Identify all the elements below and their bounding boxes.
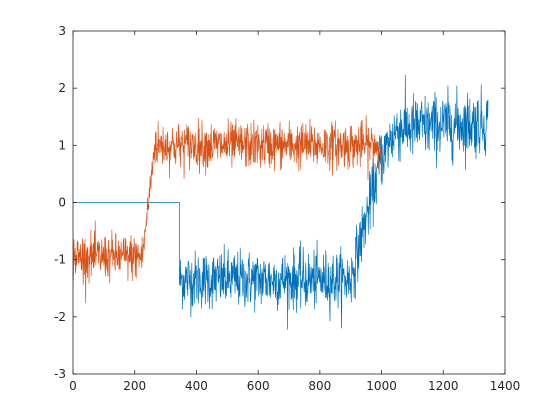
x-tick-label: 1400 bbox=[490, 379, 521, 393]
series-layer bbox=[72, 74, 489, 330]
x-tick-label: 600 bbox=[247, 379, 270, 393]
y-tick-label: 1 bbox=[58, 138, 66, 152]
x-tick-label: 200 bbox=[123, 379, 146, 393]
y-tick-label: 2 bbox=[58, 81, 66, 95]
x-tick-label: 1200 bbox=[428, 379, 459, 393]
y-tick-label: -2 bbox=[54, 310, 66, 324]
x-tick-label: 800 bbox=[308, 379, 331, 393]
y-tick-label: -1 bbox=[54, 253, 66, 267]
y-tick-label: -3 bbox=[54, 367, 66, 381]
x-tick-label: 1000 bbox=[366, 379, 397, 393]
x-tick-label: 400 bbox=[185, 379, 208, 393]
x-tick-label: 0 bbox=[69, 379, 77, 393]
series-1-line bbox=[73, 74, 489, 330]
axes-layer: 0 200 400 600 800 1000 1200 1400 -3 -2 -1 0 1 2 3 bbox=[54, 24, 520, 393]
series-2-line bbox=[72, 115, 382, 304]
y-tick-label: 3 bbox=[58, 24, 66, 38]
y-tick-label: 0 bbox=[58, 196, 66, 210]
